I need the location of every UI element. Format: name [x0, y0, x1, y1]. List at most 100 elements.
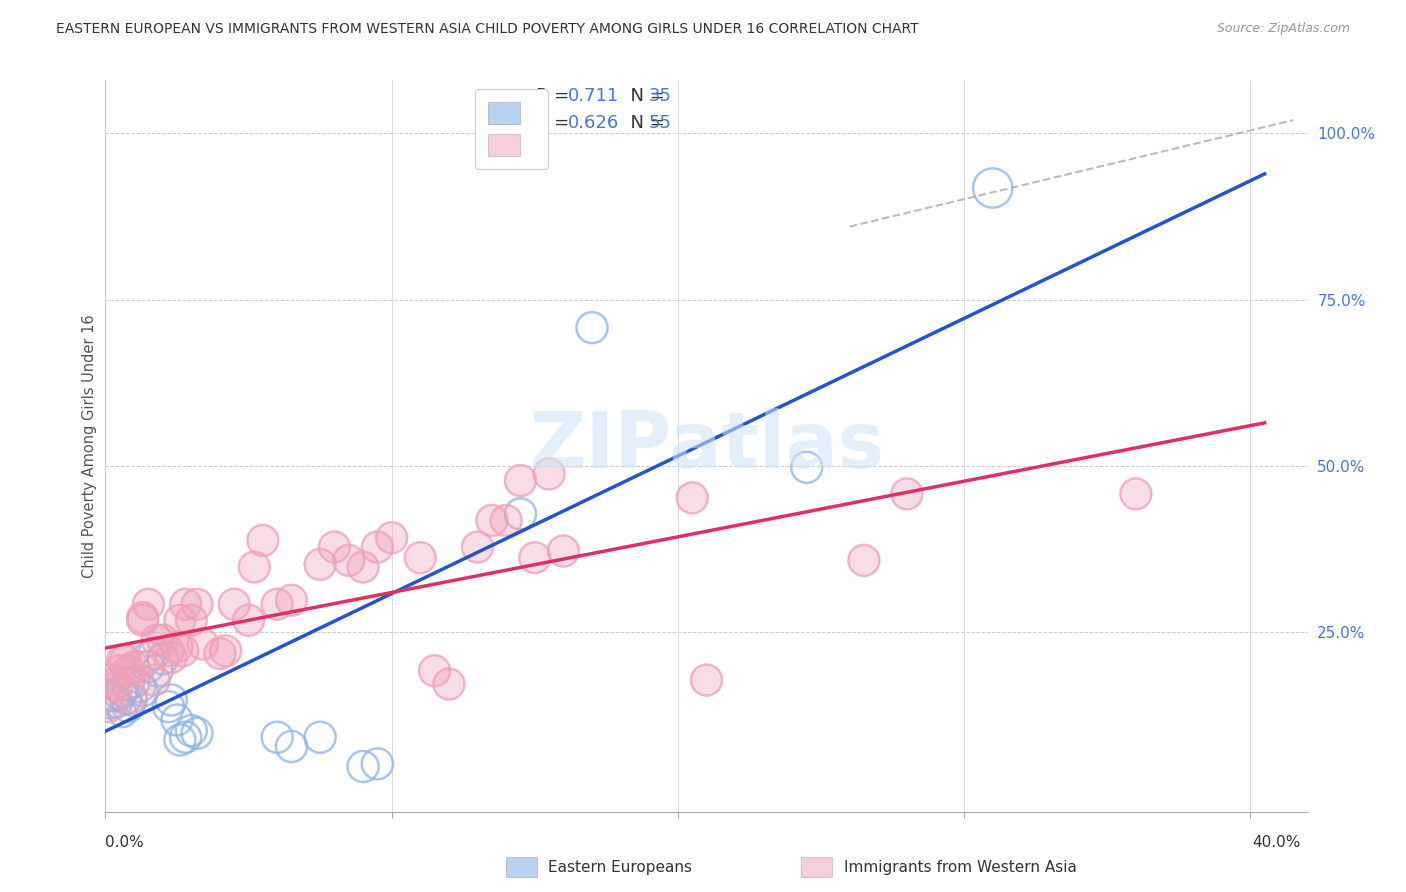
Point	[553, 544, 575, 558]
Point	[105, 695, 128, 709]
Point	[117, 664, 139, 678]
Text: R =: R =	[536, 87, 575, 105]
Point	[169, 613, 191, 627]
Point	[160, 650, 183, 665]
Point	[111, 653, 134, 667]
Point	[120, 693, 142, 707]
Point	[323, 540, 346, 554]
Point	[143, 673, 166, 687]
Point	[696, 673, 718, 687]
Point	[166, 713, 188, 727]
Point	[128, 680, 150, 694]
Point	[523, 550, 546, 565]
Text: 55: 55	[648, 113, 672, 132]
Point	[252, 533, 274, 548]
Point	[122, 659, 145, 673]
Point	[423, 664, 446, 678]
Point	[467, 540, 489, 554]
Point	[523, 550, 546, 565]
Point	[191, 637, 214, 651]
Point	[538, 467, 561, 481]
Point	[896, 487, 918, 501]
Point	[696, 673, 718, 687]
Point	[243, 560, 266, 574]
Point	[381, 531, 404, 545]
Point	[180, 613, 202, 627]
Text: Source: ZipAtlas.com: Source: ZipAtlas.com	[1216, 22, 1350, 36]
Point	[366, 540, 388, 554]
Point	[157, 644, 180, 658]
Point	[108, 664, 131, 678]
Point	[111, 706, 134, 721]
Point	[146, 664, 169, 678]
Point	[553, 544, 575, 558]
Point	[208, 647, 231, 661]
Text: 0.626: 0.626	[568, 113, 620, 132]
Point	[160, 650, 183, 665]
Point	[138, 597, 160, 611]
Point	[103, 677, 125, 691]
Point	[481, 513, 503, 527]
Point	[100, 673, 122, 687]
Point	[143, 647, 166, 661]
Point	[509, 507, 531, 521]
Text: 0.0%: 0.0%	[105, 836, 145, 850]
Point	[114, 691, 136, 706]
Point	[852, 553, 875, 567]
Point	[214, 644, 236, 658]
Point	[97, 699, 120, 714]
Text: ZIPatlas: ZIPatlas	[529, 408, 884, 484]
Point	[117, 677, 139, 691]
Point	[252, 533, 274, 548]
Point	[103, 690, 125, 705]
Point	[128, 659, 150, 673]
Point	[103, 677, 125, 691]
Point	[108, 686, 131, 700]
Point	[238, 613, 260, 627]
Point	[157, 644, 180, 658]
Point	[97, 689, 120, 703]
Point	[100, 693, 122, 707]
Point	[138, 659, 160, 673]
Point	[128, 659, 150, 673]
Point	[238, 613, 260, 627]
Text: N =: N =	[619, 113, 671, 132]
Point	[366, 540, 388, 554]
Point	[896, 487, 918, 501]
Point	[509, 474, 531, 488]
Point	[174, 597, 197, 611]
Point	[166, 640, 188, 654]
Point	[266, 731, 288, 745]
Point	[186, 597, 208, 611]
Point	[309, 558, 332, 572]
Point	[981, 181, 1004, 195]
Point	[146, 633, 169, 648]
Point	[180, 723, 202, 738]
Point	[186, 597, 208, 611]
Point	[131, 610, 153, 624]
Text: 0.711: 0.711	[568, 87, 620, 105]
Point	[337, 553, 360, 567]
Point	[111, 683, 134, 698]
Point	[174, 731, 197, 745]
Point	[423, 664, 446, 678]
Point	[381, 531, 404, 545]
Point	[224, 597, 246, 611]
Point	[266, 597, 288, 611]
Point	[97, 699, 120, 714]
Point	[409, 550, 432, 565]
Point	[120, 690, 142, 705]
Point	[186, 726, 208, 740]
Text: EASTERN EUROPEAN VS IMMIGRANTS FROM WESTERN ASIA CHILD POVERTY AMONG GIRLS UNDER: EASTERN EUROPEAN VS IMMIGRANTS FROM WEST…	[56, 22, 920, 37]
Point	[581, 320, 603, 334]
Point	[191, 637, 214, 651]
Point	[111, 653, 134, 667]
Point	[160, 693, 183, 707]
Point	[174, 597, 197, 611]
Point	[146, 633, 169, 648]
Point	[352, 560, 374, 574]
Point	[352, 560, 374, 574]
Point	[131, 613, 153, 627]
Point	[323, 540, 346, 554]
Point	[131, 683, 153, 698]
